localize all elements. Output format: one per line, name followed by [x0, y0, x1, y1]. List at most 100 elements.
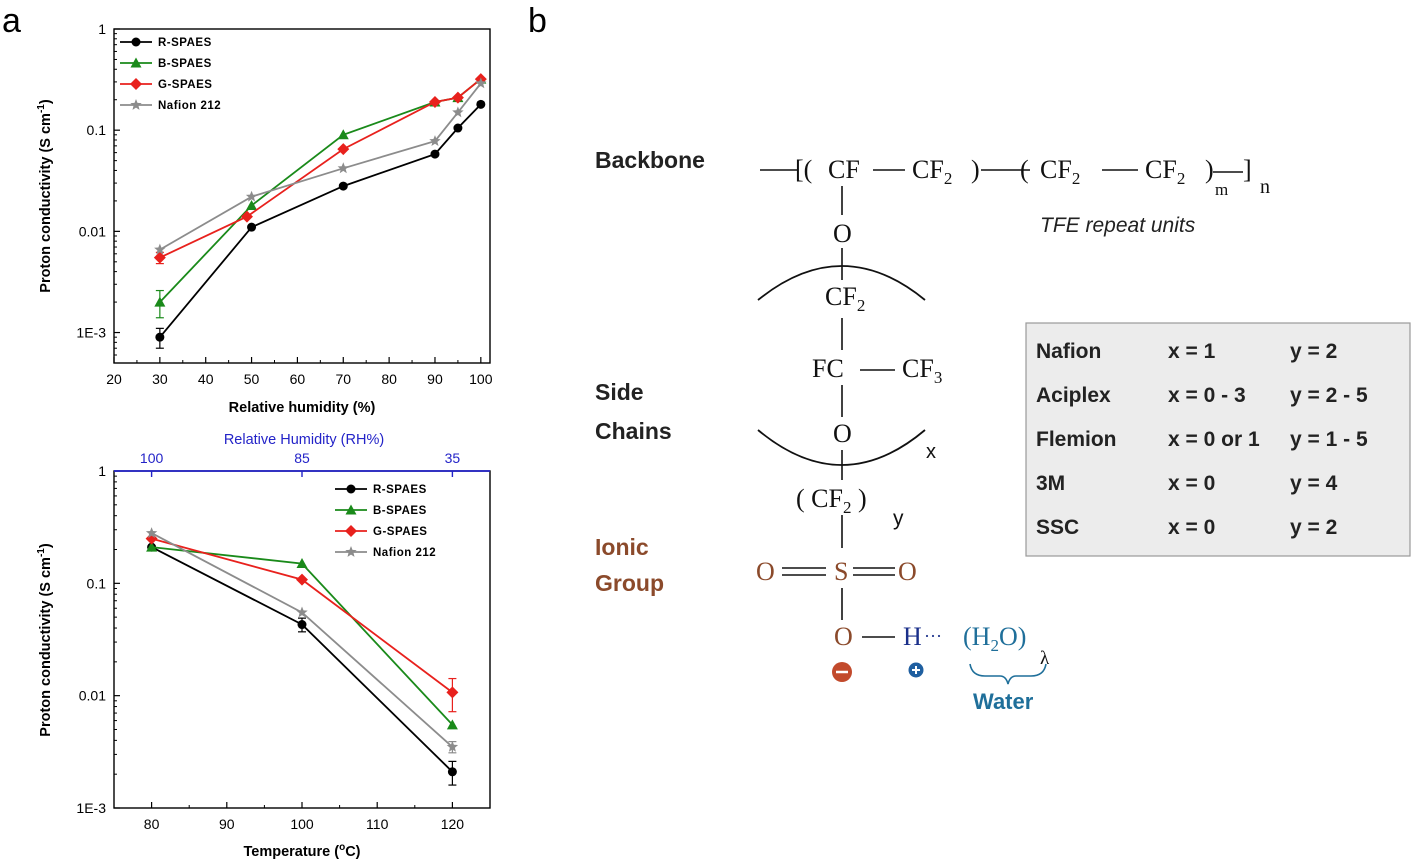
table-y: y = 2: [1290, 340, 1337, 363]
series-line-nafion-212: [159, 82, 482, 251]
table-x: x = 0: [1168, 516, 1215, 539]
data-point: [155, 332, 165, 342]
legend-label: Nafion 212: [373, 547, 436, 559]
legend-label: G-SPAES: [373, 526, 427, 538]
tfe-label: TFE repeat units: [1040, 214, 1196, 237]
data-point: [446, 719, 458, 730]
data-point: [246, 200, 258, 211]
paren-open-2: (: [1020, 155, 1029, 184]
data-point: [247, 222, 257, 232]
table-x: x = 0 - 3: [1168, 384, 1246, 407]
atom-cf2y: ( CF2 ): [796, 484, 867, 517]
chart2-ylabel: Proton conductivity (S cm-1): [36, 543, 54, 737]
legend-marker: [345, 525, 357, 537]
x-tick-label: 30: [152, 371, 168, 387]
y-tick-label: 1E-3: [76, 325, 106, 341]
data-point: [154, 243, 166, 255]
data-point: [245, 190, 258, 202]
data-point: [452, 106, 464, 118]
legend-label: Nafion 212: [158, 100, 221, 112]
water-brace: [969, 663, 1047, 685]
lambda: λ: [1040, 648, 1050, 669]
chart2-ticks: 80 90 100 110 120 1 0.1 0.01 1E-3 100 85 35: [76, 450, 490, 832]
ionic-label-1: Ionic: [595, 534, 649, 560]
legend-marker: [131, 37, 141, 47]
chart2-xlabel: Temperature (oC): [243, 842, 360, 860]
legend-marker: [345, 504, 357, 515]
legend-marker: [346, 484, 356, 494]
atom-fc: FC: [812, 354, 844, 383]
chart2-frame: [113, 470, 491, 809]
chart1-ylabel: Proton conductivity (S cm-1): [36, 99, 54, 293]
data-point: [296, 606, 308, 618]
atom-cf2-1: CF2: [912, 155, 952, 188]
atom-s: S: [834, 557, 848, 586]
x-tick-label: 110: [366, 816, 389, 832]
paren-close-1: ): [971, 155, 980, 184]
x-tick-label: 90: [427, 371, 443, 387]
chart1-legend: R-SPAES B-SPAES G-SPAES Nafion 212: [120, 37, 221, 112]
atom-cf2-3: CF2: [1145, 155, 1185, 188]
data-point: [446, 740, 459, 752]
sulfonate-group: O S O O: [756, 557, 917, 651]
chart-top-rh: 20 30 40 50 60 70 80 90 100 1 0.1 0.01 1E-3 Relative…: [36, 21, 493, 416]
x-tick-label: 60: [290, 371, 306, 387]
x-tick-label: 100: [290, 816, 314, 832]
atom-cf: CF: [828, 155, 860, 184]
water-formula: (H2O): [963, 622, 1026, 655]
legend-label: R-SPAES: [373, 484, 427, 496]
y-tick-label: 0.1: [87, 575, 107, 591]
bracket-open: [(: [795, 155, 812, 184]
data-point: [153, 251, 166, 264]
legend-label: B-SPAES: [373, 505, 427, 517]
y-tick-label: 0.01: [79, 688, 106, 704]
table-name: 3M: [1036, 472, 1065, 495]
series-line-g-spaes: [159, 78, 482, 259]
y-tick-label: 1: [98, 21, 106, 37]
x-tick-label: 70: [335, 371, 351, 387]
y-tick-label: 1: [98, 463, 106, 479]
side-chains-label-2: Chains: [595, 418, 672, 444]
legend-marker: [130, 78, 142, 90]
y-tick-label: 0.1: [87, 122, 107, 138]
y-tick-label: 0.01: [79, 223, 106, 239]
data-point: [446, 686, 459, 699]
sub-y: y: [893, 507, 904, 530]
top-tick-label: 85: [294, 450, 310, 466]
data-point: [154, 296, 166, 307]
table-x: x = 0: [1168, 472, 1215, 495]
paren-close-2: ): [1205, 155, 1214, 184]
y-tick-label: 1E-3: [76, 800, 106, 816]
series-line-r-spaes: [159, 103, 482, 338]
table-name: Flemion: [1036, 428, 1117, 451]
sub-x: x: [926, 441, 936, 463]
data-point: [451, 91, 464, 104]
atom-o5: O: [834, 622, 853, 651]
top-tick-label: 35: [445, 450, 461, 466]
chart-bottom-temp: 80 90 100 110 120 1 0.1 0.01 1E-3 100 85 35 Tempera…: [36, 432, 491, 860]
structure-diagram: Backbone Side Chains Ionic Group [( CF C…: [595, 147, 1411, 714]
chart1-ticks: 20 30 40 50 60 70 80 90 100 1 0.1 0.01 1E-3: [76, 21, 492, 387]
atom-o3: O: [756, 557, 775, 586]
data-point: [337, 143, 350, 156]
atom-o4: O: [898, 557, 917, 586]
legend-label: R-SPAES: [158, 37, 212, 49]
table-y: y = 2: [1290, 516, 1337, 539]
ionomer-table: [1025, 322, 1411, 557]
table-name: Nafion: [1036, 340, 1101, 363]
bracket-close: ]: [1243, 155, 1252, 184]
x-tick-label: 100: [469, 371, 493, 387]
table-name: Aciplex: [1036, 384, 1111, 407]
table-name: SSC: [1036, 516, 1079, 539]
data-point: [296, 573, 308, 586]
data-point: [428, 95, 441, 108]
x-tick-label: 20: [106, 371, 122, 387]
backbone-label: Backbone: [595, 147, 705, 173]
data-point: [296, 558, 308, 569]
x-tick-label: 90: [219, 816, 235, 832]
table-y: y = 1 - 5: [1290, 428, 1368, 451]
table-y: y = 2 - 5: [1290, 384, 1368, 407]
ionic-label-2: Group: [595, 570, 664, 596]
chart2-series: [145, 527, 459, 786]
